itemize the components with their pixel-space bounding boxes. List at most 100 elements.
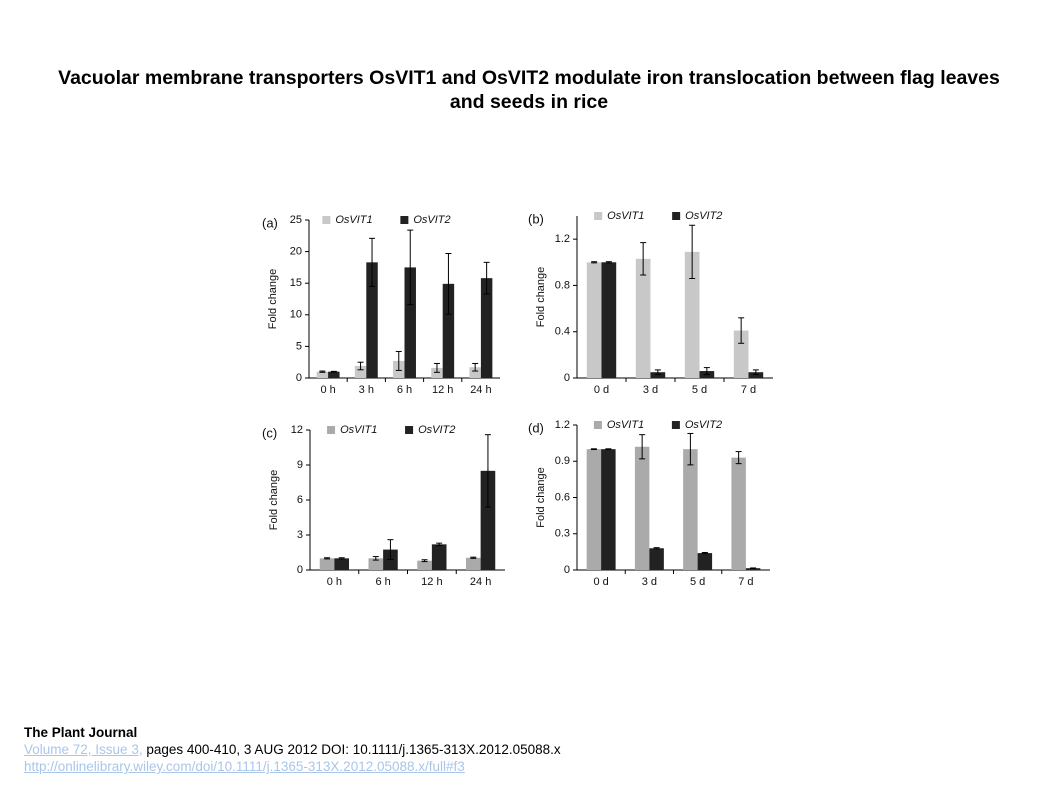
x-tick-label: 3 h	[359, 384, 374, 396]
y-tick-label: 0.6	[555, 491, 570, 503]
panel-label: (d)	[528, 420, 544, 435]
legend-swatch	[671, 421, 680, 429]
bar	[404, 267, 416, 378]
y-tick-label: 0.8	[555, 279, 570, 291]
x-tick-label: 12 h	[421, 576, 442, 588]
legend-label: OsVIT1	[335, 214, 372, 226]
citation: pages 400-410, 3 AUG 2012 DOI: 10.1111/j…	[146, 742, 561, 757]
bar	[650, 372, 666, 378]
y-tick-label: 5	[296, 340, 302, 352]
legend-swatch	[405, 426, 414, 434]
legend-label: OsVIT2	[685, 210, 722, 222]
bar	[431, 544, 447, 570]
bar	[745, 568, 761, 570]
x-tick-label: 3 d	[643, 384, 658, 396]
journal: The Plant Journal	[24, 725, 138, 740]
x-tick-label: 0 h	[327, 576, 342, 588]
x-tick-label: 0 h	[320, 384, 335, 396]
legend-swatch	[400, 216, 409, 224]
y-tick-label: 0	[297, 564, 303, 576]
bar	[601, 449, 616, 570]
bar	[328, 371, 340, 378]
legend-label: OsVIT1	[607, 419, 644, 431]
footer: The Plant Journal Volume 72, Issue 3, pa…	[24, 724, 561, 775]
bar	[731, 457, 746, 570]
bar	[586, 262, 602, 378]
citation-line: Volume 72, Issue 3, pages 400-410, 3 AUG…	[24, 741, 561, 758]
legend-label: OsVIT2	[413, 214, 450, 226]
y-tick-label: 0	[564, 564, 570, 576]
bar	[316, 371, 329, 378]
y-axis-title: Fold change	[535, 267, 547, 328]
panel-label: (c)	[262, 425, 277, 440]
bar	[480, 470, 496, 570]
panel-label: (a)	[262, 215, 278, 230]
bar	[635, 258, 651, 378]
y-tick-label: 0.3	[555, 528, 570, 540]
legend-swatch	[672, 212, 681, 220]
x-tick-label: 7 d	[741, 384, 756, 396]
x-tick-label: 12 h	[432, 384, 453, 396]
y-tick-label: 15	[290, 277, 302, 289]
y-tick-label: 25	[290, 214, 302, 226]
bar	[684, 251, 700, 378]
x-tick-label: 24 h	[470, 576, 491, 588]
y-tick-label: 3	[297, 529, 303, 541]
x-tick-label: 6 h	[375, 576, 390, 588]
bar	[634, 446, 650, 570]
legend-label: OsVIT2	[685, 419, 722, 431]
slide-title: Vacuolar membrane transporters OsVIT1 an…	[58, 67, 1000, 113]
y-tick-label: 10	[290, 309, 302, 321]
x-tick-label: 5 d	[692, 384, 707, 396]
legend-swatch	[322, 216, 331, 224]
bar	[366, 262, 378, 378]
bar	[354, 365, 367, 378]
bar	[480, 278, 493, 378]
legend-label: OsVIT1	[607, 210, 644, 222]
y-tick-label: 1.2	[555, 419, 570, 431]
y-axis-title: Fold change	[268, 470, 280, 531]
bar	[649, 548, 664, 570]
y-tick-label: 1.2	[555, 233, 570, 245]
x-tick-label: 0 d	[594, 384, 609, 396]
legend-swatch	[593, 421, 602, 429]
legend-label: OsVIT1	[340, 424, 377, 436]
y-tick-label: 0.4	[555, 326, 570, 338]
y-axis-title: Fold change	[267, 269, 279, 330]
bar	[442, 283, 455, 378]
bar	[466, 557, 481, 570]
y-tick-label: 0.9	[555, 455, 570, 467]
bar	[748, 372, 764, 378]
bar	[319, 558, 335, 570]
bar	[431, 367, 443, 378]
x-tick-label: 3 d	[642, 576, 657, 588]
bar	[733, 330, 749, 378]
bar	[697, 553, 713, 570]
bar	[586, 449, 602, 570]
x-tick-label: 7 d	[738, 576, 753, 588]
y-tick-label: 12	[291, 424, 303, 436]
y-tick-label: 0	[296, 372, 302, 384]
legend-swatch	[327, 426, 336, 434]
x-tick-label: 6 h	[397, 384, 412, 396]
bar	[683, 449, 698, 570]
legend-label: OsVIT2	[418, 424, 455, 436]
y-axis-title: Fold change	[535, 467, 547, 528]
x-tick-label: 0 d	[593, 576, 608, 588]
bar	[334, 558, 349, 570]
legend-swatch	[594, 212, 603, 220]
bar	[469, 367, 481, 378]
url-link[interactable]: http://onlinelibrary.wiley.com/doi/10.11…	[24, 759, 465, 774]
y-tick-label: 6	[297, 494, 303, 506]
y-tick-label: 20	[290, 246, 302, 258]
bar	[417, 560, 432, 570]
issue-link[interactable]: Volume 72, Issue 3,	[24, 742, 143, 757]
x-tick-label: 5 d	[690, 576, 705, 588]
y-tick-label: 9	[297, 459, 303, 471]
y-tick-label: 0	[564, 372, 570, 384]
panel-label: (b)	[528, 211, 544, 226]
bar	[601, 262, 617, 378]
bar	[368, 558, 384, 570]
